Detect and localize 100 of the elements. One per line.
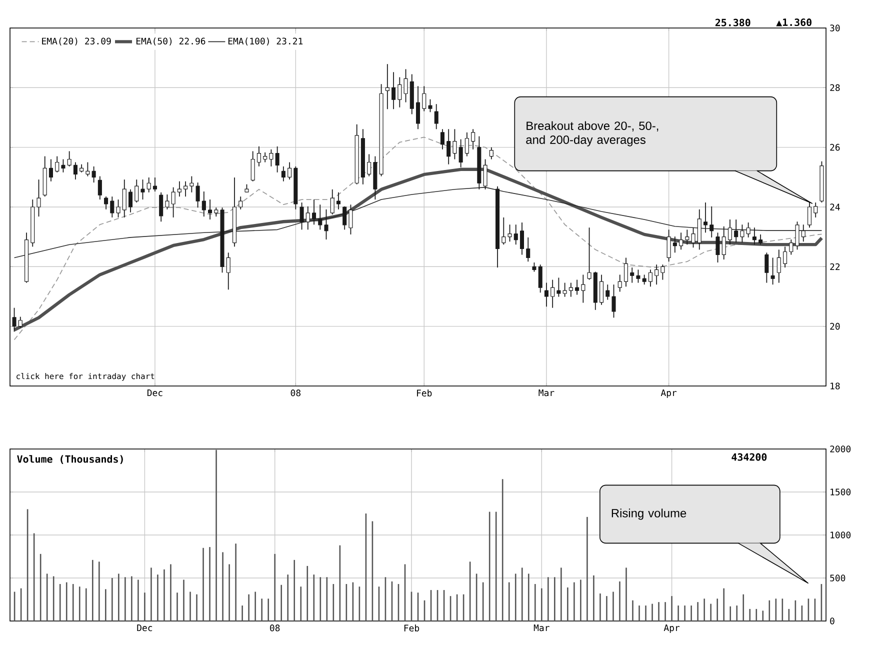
candlestick bbox=[630, 267, 634, 284]
candlestick bbox=[122, 179, 126, 218]
candlestick bbox=[86, 162, 90, 177]
candlestick bbox=[703, 202, 708, 234]
candlestick bbox=[471, 128, 476, 150]
candlestick bbox=[171, 186, 176, 218]
candlestick bbox=[550, 279, 555, 308]
candlestick bbox=[575, 279, 580, 296]
candlestick bbox=[636, 269, 640, 284]
candlestick bbox=[434, 104, 438, 130]
candlestick bbox=[654, 264, 659, 286]
y-tick-label: 1000 bbox=[830, 532, 851, 538]
candlestick bbox=[367, 154, 372, 177]
candlestick bbox=[734, 219, 738, 243]
candlestick bbox=[73, 162, 78, 180]
candlestick bbox=[764, 252, 769, 284]
candlestick bbox=[581, 274, 586, 304]
candlestick bbox=[404, 68, 408, 103]
candlestick bbox=[624, 257, 628, 288]
annotation: Breakout above 20-, 50-, and 200-day averages bbox=[526, 121, 658, 146]
candlestick bbox=[514, 224, 518, 246]
candlestick bbox=[336, 192, 340, 210]
annotation: Rising volume bbox=[612, 508, 686, 520]
candlestick bbox=[801, 224, 806, 242]
candlestick bbox=[710, 206, 714, 238]
legend-label: EMA(100) 23.21 bbox=[228, 38, 303, 46]
candlestick bbox=[489, 146, 494, 160]
candlestick bbox=[134, 179, 139, 203]
candlestick bbox=[483, 158, 488, 190]
y-tick-label: 22 bbox=[830, 263, 840, 270]
candlestick bbox=[814, 202, 818, 218]
candlestick bbox=[746, 222, 750, 238]
candlestick bbox=[600, 274, 604, 306]
text: Volume (Thousands) bbox=[17, 455, 123, 464]
candlestick bbox=[300, 202, 304, 230]
y-tick-label: 18 bbox=[830, 382, 840, 390]
candlestick bbox=[92, 166, 96, 183]
candlestick bbox=[392, 72, 396, 110]
candlestick bbox=[281, 166, 286, 182]
candlestick bbox=[722, 226, 726, 260]
candlestick bbox=[48, 158, 53, 182]
candlestick bbox=[318, 204, 322, 230]
candlestick bbox=[275, 146, 280, 173]
candlestick bbox=[502, 216, 506, 246]
candlestick bbox=[324, 208, 328, 240]
candlestick bbox=[238, 196, 243, 210]
candlestick bbox=[306, 206, 310, 230]
candlestick bbox=[795, 221, 800, 250]
candlestick bbox=[190, 176, 194, 193]
candlestick bbox=[508, 224, 512, 242]
legend-label: EMA(20) 23.09 bbox=[42, 38, 111, 46]
y-tick-label: 0 bbox=[830, 618, 834, 624]
candlestick bbox=[67, 150, 72, 167]
candlestick bbox=[416, 86, 420, 130]
x-tick-label: 08 bbox=[290, 390, 300, 396]
candlestick bbox=[660, 264, 665, 280]
candlestick bbox=[208, 199, 212, 220]
x-tick-label: Dec bbox=[137, 624, 152, 632]
candlestick bbox=[520, 222, 524, 256]
candlestick bbox=[672, 236, 677, 254]
x-tick-label: Feb bbox=[417, 390, 432, 396]
candlestick bbox=[110, 196, 114, 218]
candlestick bbox=[544, 282, 548, 308]
candlestick bbox=[202, 191, 206, 217]
candlestick bbox=[776, 249, 781, 284]
candlestick bbox=[758, 234, 763, 246]
x-tick-label: Feb bbox=[404, 624, 420, 632]
candlestick bbox=[458, 138, 463, 168]
candlestick bbox=[146, 177, 151, 193]
candlestick bbox=[679, 232, 684, 250]
candlestick bbox=[691, 227, 696, 248]
candlestick bbox=[642, 274, 646, 286]
candlestick bbox=[18, 316, 22, 328]
candlestick bbox=[422, 86, 426, 112]
candlestick bbox=[648, 269, 652, 288]
candlestick bbox=[556, 277, 561, 298]
candlestick bbox=[783, 246, 788, 268]
candlestick bbox=[428, 98, 432, 113]
candlestick bbox=[440, 128, 444, 150]
candlestick bbox=[184, 180, 188, 198]
y-tick-label: 30 bbox=[830, 24, 840, 32]
legend-label: EMA(50) 22.96 bbox=[136, 38, 206, 46]
x-tick-label: 08 bbox=[270, 624, 280, 632]
candlestick bbox=[618, 274, 622, 292]
y-tick-label: 28 bbox=[830, 84, 840, 92]
candlestick bbox=[740, 224, 744, 243]
candlestick bbox=[464, 132, 469, 157]
candlestick bbox=[269, 148, 274, 167]
candlestick bbox=[116, 199, 120, 218]
text: 25.380 bbox=[715, 18, 750, 26]
candlestick bbox=[312, 199, 316, 226]
candlestick bbox=[140, 179, 145, 200]
candlestick bbox=[348, 204, 353, 235]
candlestick bbox=[263, 152, 268, 163]
x-tick-label: Mar bbox=[534, 624, 550, 632]
candlestick bbox=[330, 188, 334, 215]
candlestick bbox=[538, 264, 542, 294]
candlestick bbox=[770, 257, 775, 286]
x-tick-label: Apr bbox=[664, 624, 680, 633]
candlestick bbox=[398, 76, 402, 108]
